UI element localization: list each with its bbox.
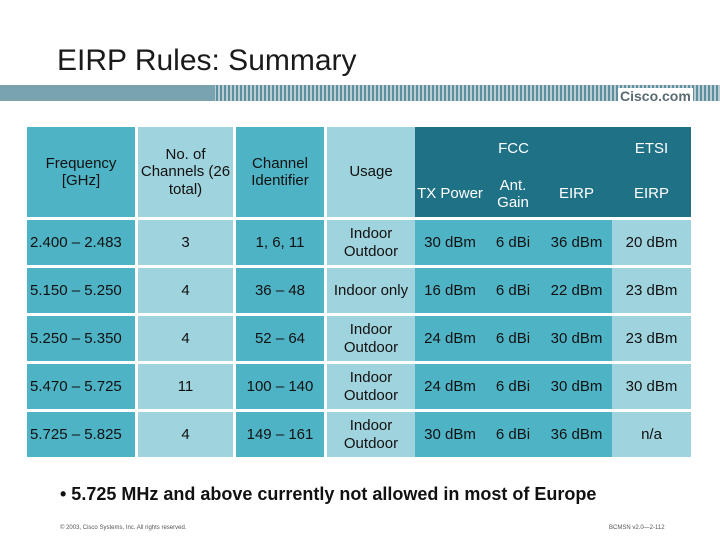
header-eirp-fcc: EIRP [541, 171, 612, 217]
row-tx-power: 30 dBm [415, 220, 485, 265]
row-tx-power: 24 dBm [415, 364, 485, 409]
row-frequency: 2.400 – 2.483 [27, 220, 135, 265]
header-etsi: ETSI [612, 127, 691, 171]
row-tx-power: 30 dBm [415, 412, 485, 457]
row-ant-gain: 6 dBi [485, 412, 541, 457]
header-fcc: FCC [415, 127, 612, 171]
row-channels: 4 [138, 268, 233, 313]
header-tx-power: TX Power [415, 171, 485, 217]
row-eirp: 22 dBm [541, 268, 612, 313]
row-usage: Indoor Outdoor [327, 412, 415, 457]
row-ant-gain: 6 dBi [485, 268, 541, 313]
row-identifier: 1, 6, 11 [236, 220, 324, 265]
header-ant-gain: Ant. Gain [485, 171, 541, 217]
row-ant-gain: 6 dBi [485, 220, 541, 265]
row-usage: Indoor only [327, 268, 415, 313]
row-frequency: 5.250 – 5.350 [27, 316, 135, 361]
header-frequency: Frequency [GHz] [27, 127, 135, 217]
row-identifier: 100 – 140 [236, 364, 324, 409]
row-channels: 11 [138, 364, 233, 409]
row-channels: 3 [138, 220, 233, 265]
header-channels: No. of Channels (26 total) [138, 127, 233, 217]
row-eirp: 30 dBm [541, 316, 612, 361]
row-usage: Indoor Outdoor [327, 316, 415, 361]
row-eirp: 30 dBm [541, 364, 612, 409]
row-eirp: 36 dBm [541, 412, 612, 457]
row-frequency: 5.150 – 5.250 [27, 268, 135, 313]
header-bar-accent [0, 85, 215, 101]
row-eirp: 36 dBm [541, 220, 612, 265]
row-etsi-eirp: 20 dBm [612, 220, 691, 265]
row-tx-power: 16 dBm [415, 268, 485, 313]
cisco-logo: Cisco.com [618, 88, 693, 104]
row-etsi-eirp: 23 dBm [612, 316, 691, 361]
row-etsi-eirp: 23 dBm [612, 268, 691, 313]
course-code-footer: BCMSN v2.0—2-112 [609, 525, 665, 531]
footnote-bullet: • 5.725 MHz and above currently not allo… [60, 484, 597, 504]
copyright-footer: © 2003, Cisco Systems, Inc. All rights r… [60, 525, 187, 531]
row-usage: Indoor Outdoor [327, 364, 415, 409]
row-usage: Indoor Outdoor [327, 220, 415, 265]
row-channels: 4 [138, 412, 233, 457]
slide-title: EIRP Rules: Summary [57, 44, 357, 77]
row-identifier: 52 – 64 [236, 316, 324, 361]
row-identifier: 149 – 161 [236, 412, 324, 457]
header-usage: Usage [327, 127, 415, 217]
row-etsi-eirp: 30 dBm [612, 364, 691, 409]
row-ant-gain: 6 dBi [485, 364, 541, 409]
row-channels: 4 [138, 316, 233, 361]
row-etsi-eirp: n/a [612, 412, 691, 457]
header-identifier: Channel Identifier [236, 127, 324, 217]
row-tx-power: 24 dBm [415, 316, 485, 361]
row-frequency: 5.470 – 5.725 [27, 364, 135, 409]
row-identifier: 36 – 48 [236, 268, 324, 313]
header-eirp-etsi: EIRP [612, 171, 691, 217]
row-ant-gain: 6 dBi [485, 316, 541, 361]
row-frequency: 5.725 – 5.825 [27, 412, 135, 457]
